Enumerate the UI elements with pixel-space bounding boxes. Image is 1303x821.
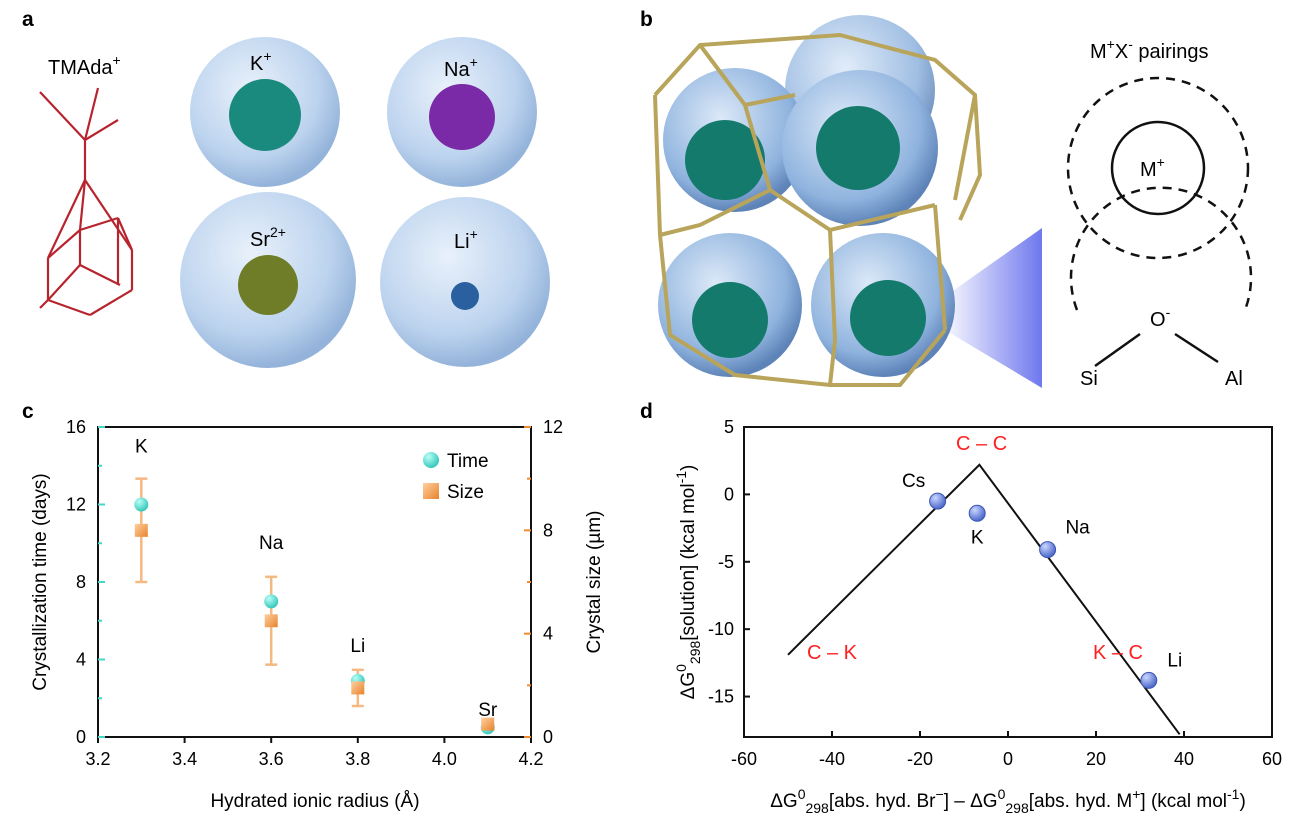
c-x-tick-label: 4.0 <box>432 749 457 769</box>
panel-c: c 3.2 3.4 3.6 3.8 4.0 4.2048121604812KNaLiSr … <box>22 400 605 812</box>
d-x-tick-label: 40 <box>1174 749 1194 769</box>
legend-size-label: Size <box>447 482 484 503</box>
cation-hydration-shell <box>1066 76 1250 260</box>
d-point-label: K <box>971 527 984 548</box>
zeolite-cage-render <box>653 15 1042 388</box>
legend-time-label: Time <box>447 451 489 472</box>
d-data-point <box>1039 541 1057 559</box>
c-point-label: Sr <box>478 700 498 721</box>
c-x-tick-label: 4.2 <box>518 749 543 769</box>
d-x-tick-label: 20 <box>1086 749 1106 769</box>
ion-label-na: Na+ <box>444 54 478 81</box>
si-o-bond <box>1094 332 1141 368</box>
d-y-tick-label: 0 <box>724 484 734 504</box>
c-left-tick-label: 4 <box>76 650 86 670</box>
ion-label-k: K+ <box>250 48 272 75</box>
d-y-tick-label: -10 <box>708 619 734 639</box>
legend-size-marker <box>423 483 439 499</box>
pairings-title: M+X- pairings <box>1090 36 1208 63</box>
molecule-label: TMAda+ <box>48 52 121 79</box>
o-al-bond <box>1174 332 1219 364</box>
tmada-molecule-drawing <box>39 87 134 317</box>
projection-wedge <box>940 228 1042 388</box>
c-right-tick-label: 0 <box>543 727 553 747</box>
d-x-axis-title: ΔG0298[abs. hyd. Br−] – ΔG0298[abs. hyd.… <box>770 786 1246 816</box>
c-x-tick-label: 3.6 <box>259 749 284 769</box>
c-size-point <box>351 681 365 695</box>
d-region-annotation: C – C <box>956 433 1007 455</box>
ion-bubble-na: Na+ <box>387 37 537 187</box>
c-size-point <box>134 523 148 537</box>
c-x-tick-label: 3.4 <box>172 749 197 769</box>
c-point-label: Li <box>350 636 365 657</box>
d-y-tick-label: -5 <box>718 552 734 572</box>
ion-bubble-k: K+ <box>190 37 340 187</box>
d-x-tick-label: -60 <box>731 749 757 769</box>
c-left-tick-label: 16 <box>66 417 86 437</box>
cation-label: M+ <box>1140 154 1165 181</box>
c-time-point <box>134 497 149 512</box>
panel-d-plot-frame <box>743 426 1273 738</box>
panel-letter-d: d <box>640 400 653 423</box>
panel-c-plot-frame <box>97 426 532 738</box>
panel-a: a TMAda+ K+ Na+ Sr2+ <box>22 8 550 368</box>
panel-letter-b: b <box>640 8 653 31</box>
c-x-axis-title: Hydrated ionic radius (Å) <box>210 791 419 812</box>
c-x-tick-label: 3.2 <box>85 749 110 769</box>
d-data-point <box>968 504 986 522</box>
al-label: Al <box>1225 368 1243 390</box>
d-y-tick-label: -15 <box>708 687 734 707</box>
d-x-tick-label: 0 <box>1003 749 1013 769</box>
d-point-label: Cs <box>902 471 925 492</box>
ion-bubble-sr: Sr2+ <box>180 192 356 368</box>
c-left-axis-title: Crystallization time (days) <box>30 473 51 691</box>
d-point-label: Na <box>1065 518 1090 539</box>
panel-letter-c: c <box>22 400 34 423</box>
d-y-tick-label: 5 <box>724 417 734 437</box>
ion-label-sr: Sr2+ <box>250 224 286 251</box>
anion-label: O- <box>1150 304 1171 331</box>
d-y-axis-title: ΔG0298[solution] (kcal mol-1) <box>673 465 703 700</box>
c-right-tick-label: 8 <box>543 520 553 540</box>
ion-bubble-li: Li+ <box>380 197 550 367</box>
c-size-point <box>481 717 495 731</box>
ion-label-li: Li+ <box>454 226 478 253</box>
c-point-label: Na <box>259 533 284 554</box>
c-time-point <box>264 594 279 609</box>
cation-circle <box>1110 120 1206 216</box>
c-right-tick-label: 4 <box>543 624 553 644</box>
panel-d-chart-content: -60 -40 -20 0 20 40 60 5 0 -5 -10 -15 Cs K Na Li C – C C … <box>708 417 1282 769</box>
d-volcano-line <box>787 463 1181 735</box>
c-x-tick-label: 3.8 <box>345 749 370 769</box>
c-point-label: K <box>135 437 148 458</box>
c-left-tick-label: 8 <box>76 572 86 592</box>
d-region-annotation: C – K <box>807 642 858 664</box>
d-data-point <box>929 492 947 510</box>
d-x-tick-label: 60 <box>1262 749 1282 769</box>
d-point-label: Li <box>1167 650 1182 671</box>
d-region-annotation: K – C <box>1093 642 1143 664</box>
c-right-axis-title: Crystal size (µm) <box>584 511 605 654</box>
c-left-tick-label: 0 <box>76 727 86 747</box>
panel-d: d -60 -40 -20 0 20 40 60 5 0 -5 -10 -15 Cs K Na Li C – C… <box>640 400 1282 816</box>
legend-time-marker <box>423 452 439 468</box>
d-x-tick-label: -20 <box>907 749 933 769</box>
c-right-tick-label: 12 <box>543 417 563 437</box>
c-legend: Time Size <box>423 451 489 503</box>
panel-letter-a: a <box>22 8 34 31</box>
c-left-tick-label: 12 <box>66 495 86 515</box>
c-size-point <box>264 614 278 628</box>
panel-b: b M+X- pairings <box>640 8 1253 390</box>
anion-hydration-shell <box>1069 186 1253 311</box>
si-label: Si <box>1080 368 1098 390</box>
d-data-point <box>1140 671 1158 689</box>
d-x-tick-label: -40 <box>819 749 845 769</box>
